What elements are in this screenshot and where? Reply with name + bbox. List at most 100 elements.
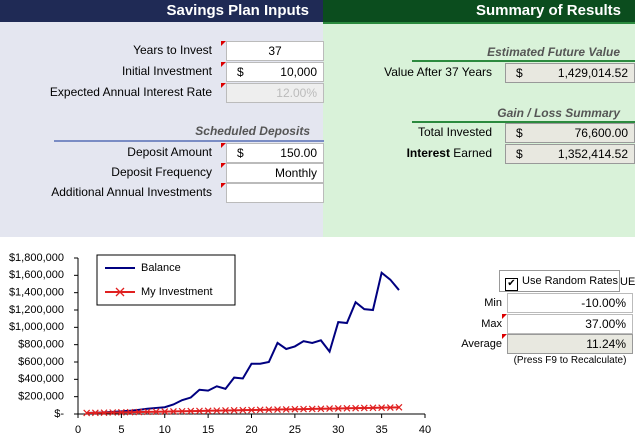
cell-value: 1,429,014.52 — [557, 66, 628, 80]
cell[interactable]: $10,000 — [226, 62, 324, 82]
label: Min — [484, 297, 502, 309]
rule — [412, 60, 635, 62]
label: Deposit Frequency — [111, 165, 212, 179]
y-tick-label: $1,600,000 — [9, 269, 64, 281]
x-tick-label: 10 — [159, 424, 171, 436]
label: Years to Invest — [133, 43, 212, 57]
cell-value: 12.00% — [276, 86, 317, 100]
legend-marker — [115, 287, 125, 297]
cell-value: -10.00% — [581, 296, 626, 310]
point-marker — [360, 404, 368, 412]
y-tick-label: $200,000 — [18, 391, 64, 403]
x-tick-label: 30 — [332, 424, 344, 436]
point-marker — [230, 406, 238, 414]
results-header: Summary of Results — [323, 0, 635, 22]
point-marker — [352, 404, 360, 412]
cell[interactable]: $150.00 — [226, 143, 324, 163]
point-marker — [308, 405, 316, 413]
y-tick-label: $1,000,000 — [9, 321, 64, 333]
point-marker — [291, 405, 299, 413]
y-tick-label: $600,000 — [18, 356, 64, 368]
currency: $ — [237, 146, 244, 160]
checkbox[interactable]: ✔ Use Random Rates — [499, 270, 620, 292]
inputs-header: Savings Plan Inputs — [0, 0, 323, 22]
label: Expected Annual Interest Rate — [49, 85, 212, 99]
legend-label: My Investment — [141, 286, 213, 298]
point-marker — [239, 406, 247, 414]
cell-value: 1,352,414.52 — [557, 147, 628, 161]
cell[interactable]: 37 — [226, 41, 324, 61]
point-marker — [83, 409, 91, 417]
point-marker — [196, 407, 203, 415]
result-cell: 11.24% — [507, 334, 633, 354]
point-marker — [274, 406, 281, 413]
cell-value: 150.00 — [280, 146, 317, 160]
x-tick-label: 25 — [289, 424, 301, 436]
cell[interactable]: 12.00% — [226, 83, 324, 103]
checkbox-box: ✔ — [505, 278, 518, 291]
label: Initial Investment — [121, 64, 212, 78]
note: (Press F9 to Recalculate) — [513, 355, 627, 366]
legend-label: Balance — [141, 262, 181, 274]
section-title: Scheduled Deposits — [195, 124, 310, 138]
section-title: Gain / Loss Summary — [497, 106, 620, 120]
y-tick-label: $1,400,000 — [9, 287, 64, 299]
chart: $- $200,000 $400,000 $600,000 $800,000 $1,000… — [9, 252, 431, 436]
cell-value: 37.00% — [585, 317, 626, 331]
label: Deposit Amount — [127, 145, 212, 159]
point-marker — [91, 409, 99, 417]
x-tick-label: 0 — [75, 424, 81, 436]
label: Max — [481, 318, 502, 330]
point-marker — [178, 407, 186, 415]
point-marker — [300, 405, 307, 413]
point-marker — [265, 406, 273, 414]
cell-value: 11.24% — [586, 337, 626, 351]
x-tick-label: 40 — [419, 424, 431, 436]
point-marker — [213, 407, 221, 415]
point-marker — [109, 409, 117, 416]
label-bold: Interest — [406, 146, 450, 160]
point-marker — [248, 406, 255, 414]
legend-box — [96, 254, 236, 306]
x-tick-label: 15 — [202, 424, 214, 436]
point-marker — [256, 406, 264, 414]
section-title: Estimated Future Value — [487, 45, 620, 59]
point-marker — [143, 408, 151, 416]
x-tick-label: 20 — [245, 424, 257, 436]
cell[interactable]: 37.00% — [507, 314, 633, 334]
label: Total Invested — [417, 125, 492, 139]
point-marker — [100, 409, 108, 417]
rule — [412, 121, 635, 123]
cell[interactable]: -10.00% — [507, 293, 633, 313]
cell-value: 10,000 — [280, 65, 317, 79]
cell-value: 76,600.00 — [574, 126, 628, 140]
y-tick-label: $400,000 — [18, 373, 64, 385]
label: Value After 37 Years — [384, 65, 492, 79]
point-marker — [187, 407, 195, 415]
point-marker — [386, 404, 394, 411]
series-line — [86, 270, 400, 414]
point-marker — [161, 408, 169, 415]
point-marker — [343, 404, 351, 412]
result-cell: $76,600.00 — [505, 123, 635, 143]
label: Interest Earned — [323, 144, 492, 163]
point-marker — [334, 405, 342, 412]
point-marker — [326, 405, 333, 413]
cell-value: Monthly — [274, 166, 317, 180]
point-marker — [117, 408, 125, 416]
y-tick-label: $1,800,000 — [9, 252, 64, 264]
point-marker — [152, 408, 160, 416]
point-marker — [317, 405, 325, 413]
y-tick-label: $- — [54, 408, 64, 420]
currency: $ — [237, 65, 244, 79]
rule — [323, 22, 635, 24]
results-panel — [323, 0, 635, 237]
rule — [54, 140, 324, 142]
cell[interactable]: Monthly — [226, 163, 324, 183]
currency: $ — [516, 66, 523, 80]
label: Average — [461, 338, 502, 350]
currency: $ — [516, 126, 523, 140]
point-marker — [204, 407, 212, 415]
cell[interactable] — [226, 183, 324, 203]
